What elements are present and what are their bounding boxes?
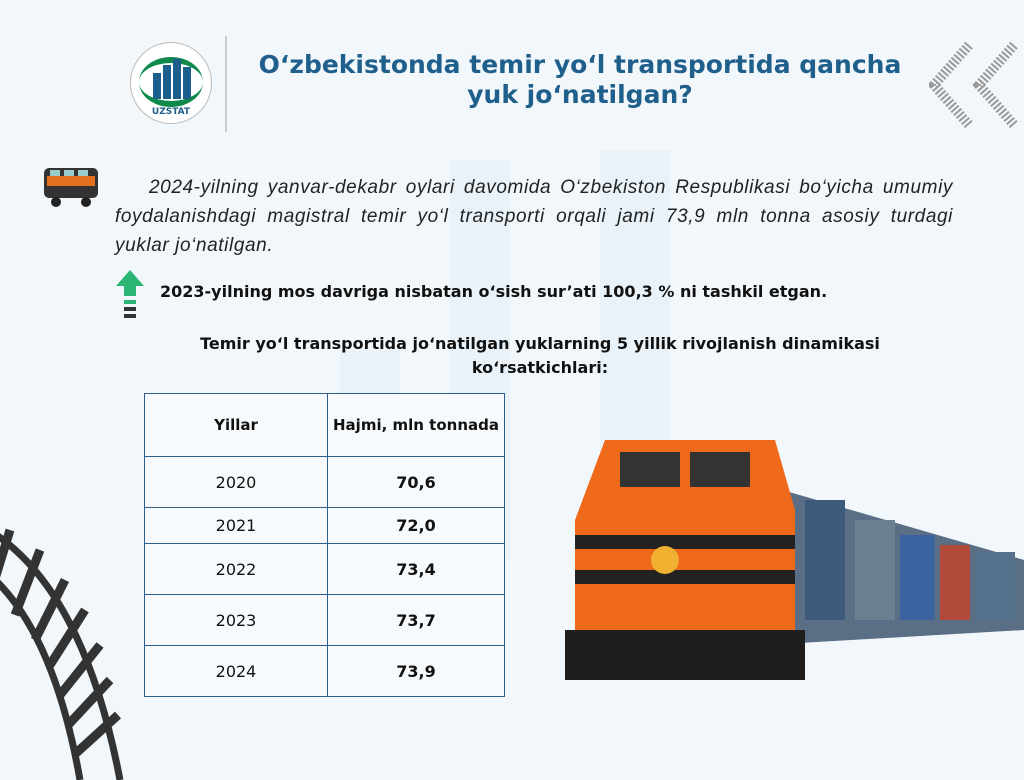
- year-cell: 2024: [144, 645, 328, 697]
- logo-text: UZSTAT: [151, 107, 191, 117]
- growth-rate-text: 2023-yilning mos davriga nisbatan o‘sish…: [160, 282, 828, 301]
- year-cell: 2022: [144, 543, 328, 595]
- chevron-decoration-icon: [929, 41, 1018, 129]
- growth-arrow-icon: [116, 270, 144, 318]
- value-cell: 73,4: [327, 543, 505, 595]
- table-row: 2020 70,6: [144, 456, 505, 508]
- railway-track-decoration: [0, 528, 124, 780]
- year-cell: 2023: [144, 594, 328, 646]
- value-cell: 72,0: [327, 507, 505, 544]
- table-row: 2021 72,0: [144, 507, 505, 544]
- value-cell: 73,7: [327, 594, 505, 646]
- intro-paragraph: 2024-yilning yanvar-dekabr oylari davomi…: [115, 177, 953, 256]
- table-row: 2024 73,9: [144, 645, 505, 697]
- table-header-row: Yillar Hajmi, mln tonnada: [144, 393, 505, 457]
- year-cell: 2020: [144, 456, 328, 508]
- freight-table: Yillar Hajmi, mln tonnada 2020 70,6 2021 7…: [144, 393, 505, 697]
- table-row: 2023 73,7: [144, 594, 505, 646]
- header-years: Yillar: [144, 393, 328, 457]
- header-volume: Hajmi, mln tonnada: [327, 393, 505, 457]
- uzstat-logo: UZSTAT: [130, 42, 212, 124]
- header-divider: [225, 36, 227, 132]
- train-icon: [44, 168, 98, 207]
- value-cell: 73,9: [327, 645, 505, 697]
- freight-train-image: [565, 440, 1024, 680]
- page-title: O‘zbekistonda temir yo‘l transportida qa…: [258, 50, 902, 109]
- value-cell: 70,6: [327, 456, 505, 508]
- table-title: Temir yo‘l transportida jo‘natilgan yukl…: [200, 334, 880, 377]
- background-bar: [600, 150, 670, 450]
- table-row: 2022 73,4: [144, 543, 505, 595]
- year-cell: 2021: [144, 507, 328, 544]
